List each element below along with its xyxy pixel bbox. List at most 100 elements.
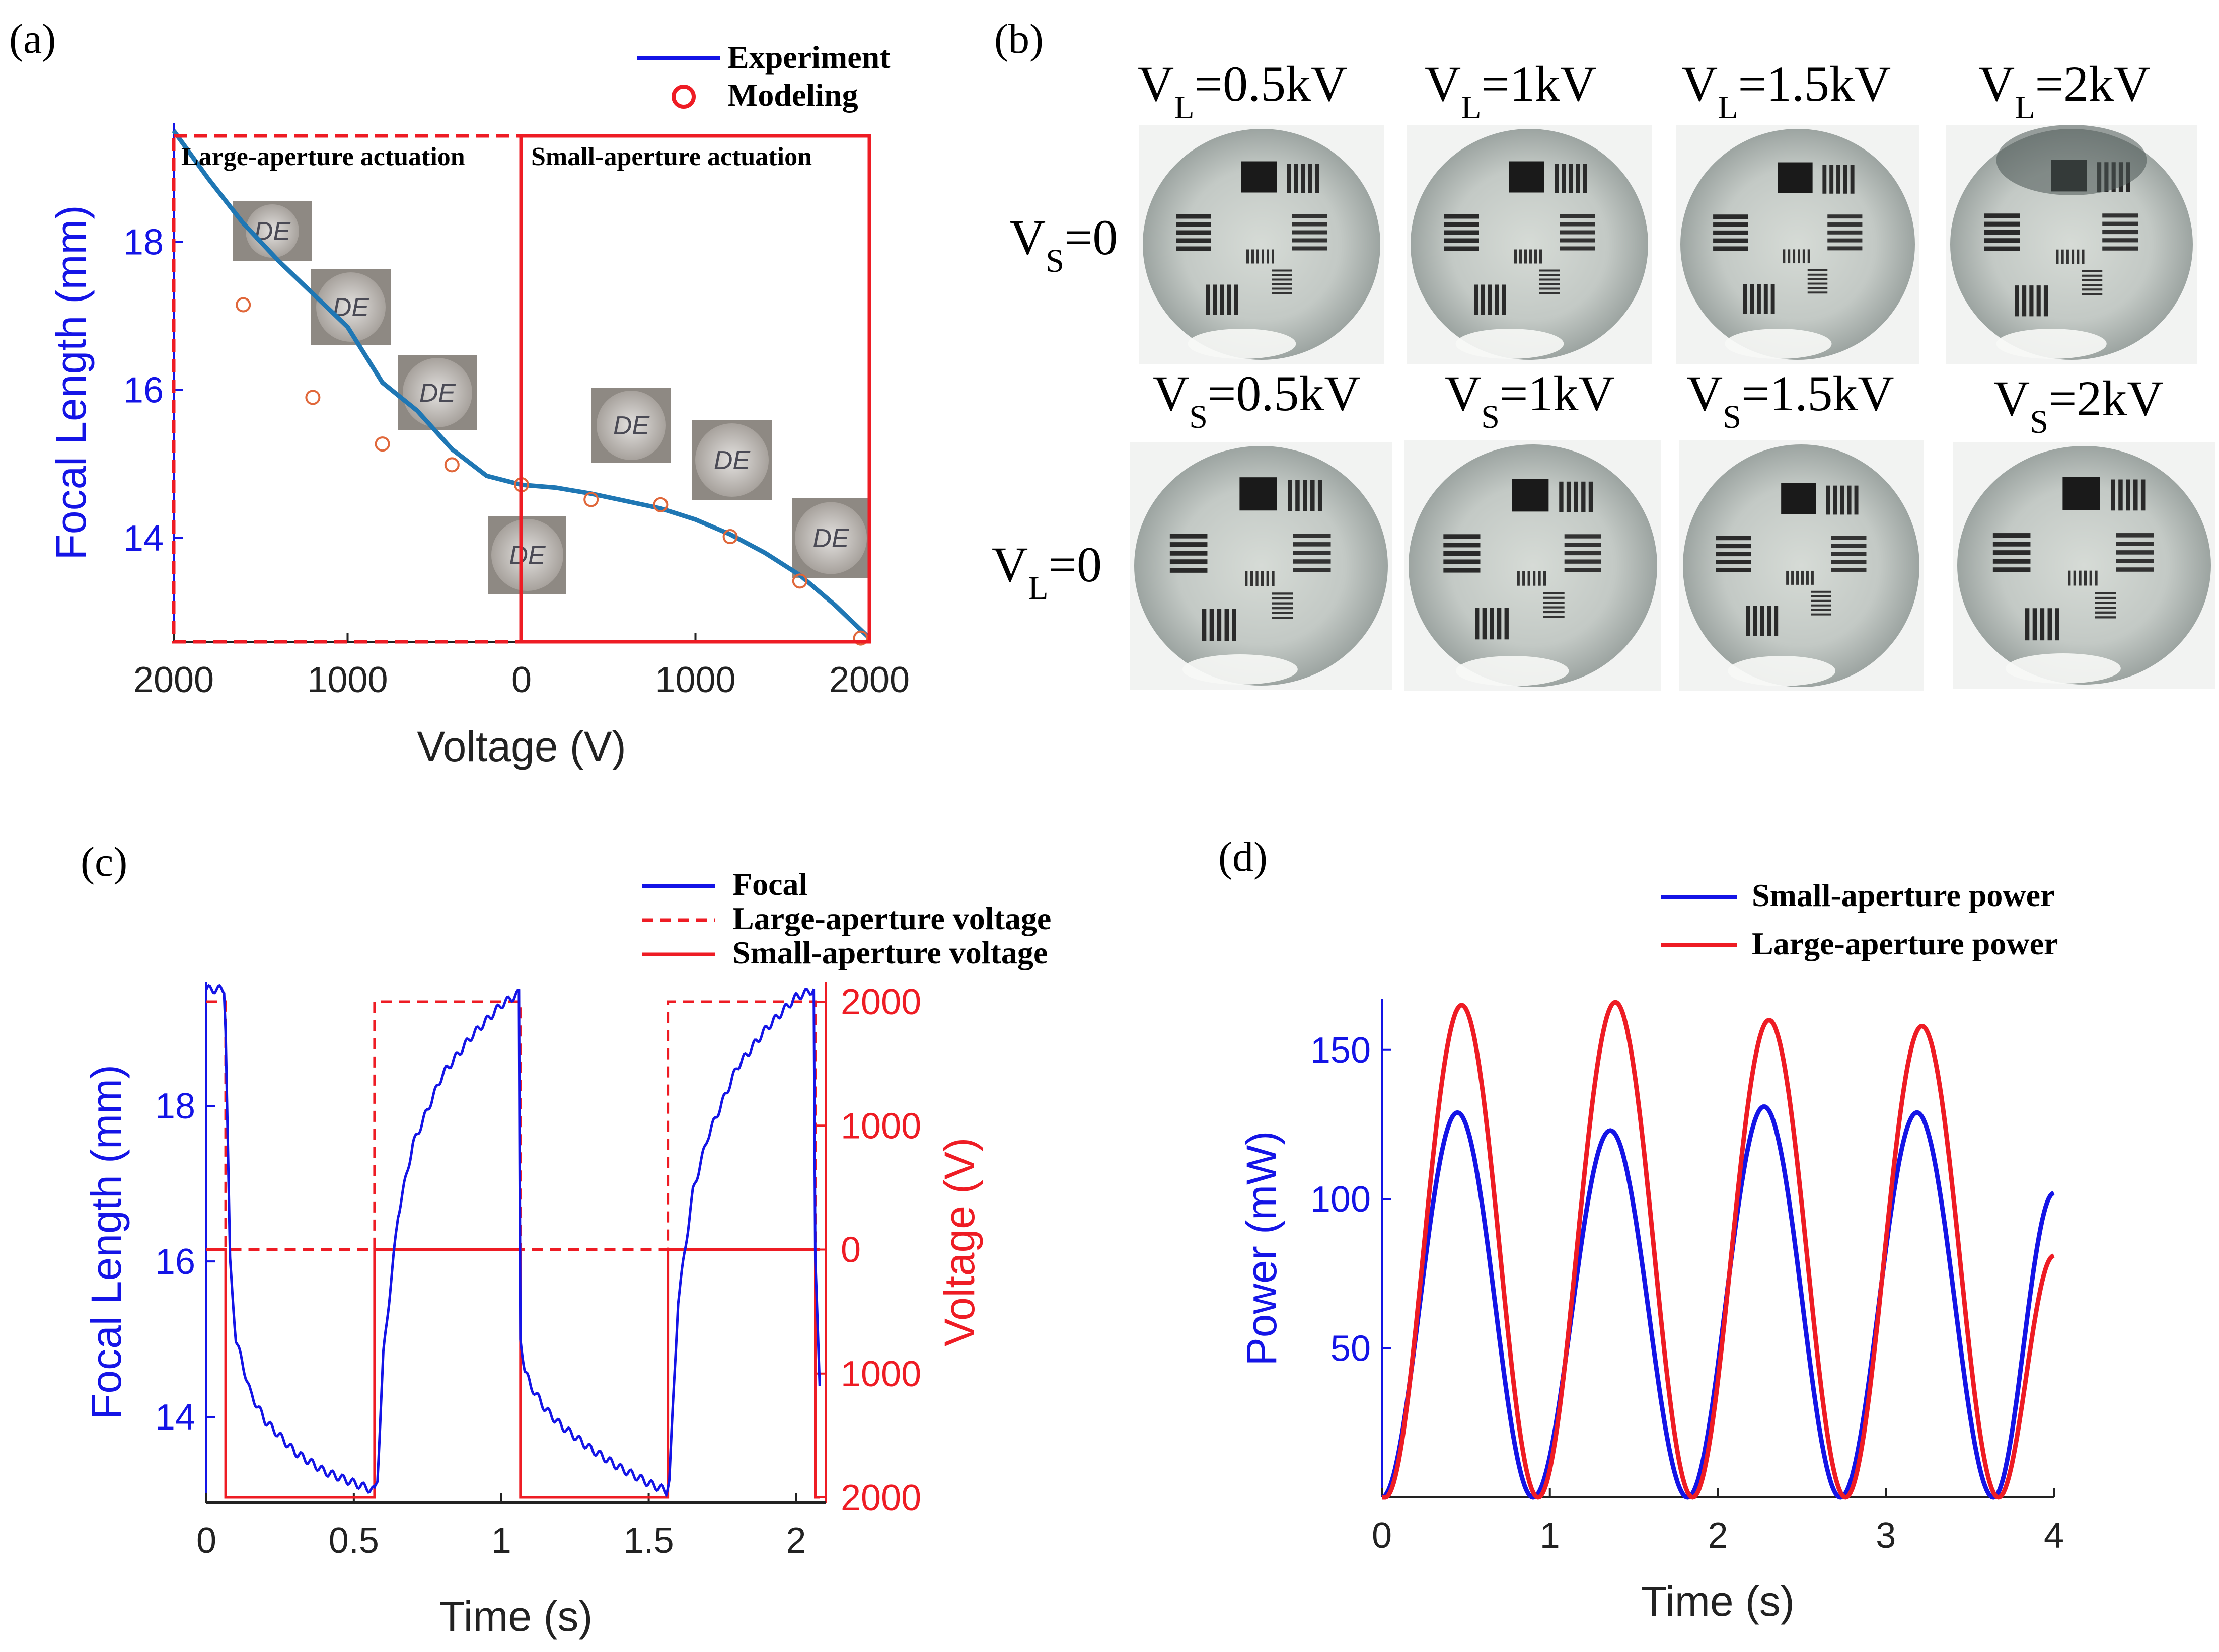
target-bar <box>1822 165 1827 194</box>
target-small-bar <box>1272 287 1292 290</box>
x-tick-label: 2000 <box>133 660 214 700</box>
target-small-bar <box>1514 249 1517 264</box>
target-bar <box>1713 238 1748 243</box>
target-small-bar <box>2079 570 2082 586</box>
target-bar <box>1288 480 1292 511</box>
col-title-vs-1.5kv: VS=1.5kV <box>1686 365 1894 435</box>
target-bar <box>2118 479 2123 511</box>
target-bar <box>1444 222 1479 227</box>
target-small-bar <box>2077 249 2080 264</box>
target-bar <box>1716 544 1751 549</box>
target-bar <box>1574 481 1578 512</box>
panel-b-label: (b) <box>994 16 1044 62</box>
legend-small-power: Small-aperture power <box>1752 877 2054 913</box>
lens-disk <box>1411 129 1648 360</box>
target-bar <box>1443 543 1481 548</box>
lens-disk <box>1957 446 2211 685</box>
target-bar <box>1581 481 1586 512</box>
target-bar <box>1757 284 1761 314</box>
target-small-bar <box>1272 597 1293 600</box>
target-bar <box>1234 284 1238 315</box>
lens-photo <box>1139 125 1384 364</box>
target-bar <box>1566 481 1571 512</box>
target-small-bar <box>1543 602 1565 604</box>
target-bar <box>1843 165 1847 194</box>
target-small-bar <box>1538 571 1541 586</box>
x-tick-label: 1.5 <box>624 1521 674 1561</box>
target-bar <box>1169 534 1208 539</box>
target-small-bar <box>2068 570 2071 586</box>
target-small-bar <box>1543 592 1565 594</box>
target-bar <box>1854 485 1859 515</box>
target-bar <box>1984 230 2020 235</box>
target-small-bar <box>2095 611 2116 614</box>
inset-photo: DE <box>488 516 566 594</box>
y-tick-label: 50 <box>1330 1329 1371 1369</box>
target-bar <box>1292 238 1327 243</box>
target-bar <box>1310 480 1315 511</box>
inset-photo: DE <box>311 269 391 345</box>
y2-tick-label: 2000 <box>841 1478 921 1518</box>
target-bar <box>1176 222 1211 227</box>
lens-disk <box>1409 444 1657 687</box>
target-bar <box>1564 543 1601 547</box>
lens-photo <box>1407 125 1652 364</box>
x-tick-label: 3 <box>1876 1516 1896 1556</box>
inset-disk <box>316 272 386 342</box>
y-tick-label: 16 <box>123 370 164 411</box>
inset-photo: DE <box>591 388 671 463</box>
target-small-bar <box>2082 284 2103 286</box>
target-small-bar <box>2095 616 2116 619</box>
col-title-vs-1kv: VS=1kV <box>1445 365 1615 435</box>
x-tick-label: 2000 <box>829 660 910 700</box>
lens-reflection <box>1728 656 1836 686</box>
lens-reflection <box>1996 329 2107 359</box>
target-bar <box>1488 284 1492 315</box>
lens-reflection <box>1455 329 1564 359</box>
lens-photo <box>1946 125 2197 364</box>
target-bar <box>1763 284 1768 314</box>
target-bar <box>2133 479 2138 511</box>
target-small-bar <box>2089 570 2092 586</box>
target-small-bar <box>1811 570 1814 585</box>
target-square <box>1781 483 1816 514</box>
target-small-bar <box>1807 278 1828 280</box>
target-bar <box>1295 480 1300 511</box>
target-small-bar <box>2095 570 2098 586</box>
target-small-bar <box>1272 612 1293 614</box>
target-bar <box>1176 214 1211 219</box>
target-bar <box>1564 551 1601 556</box>
col-title-vl-0.5kv: VL=0.5kV <box>1138 56 1347 126</box>
target-bar <box>1564 568 1601 572</box>
target-small-bar <box>1517 571 1520 586</box>
target-bar <box>1827 246 1863 251</box>
target-bar <box>1444 238 1479 243</box>
target-small-bar <box>1539 283 1560 285</box>
target-small-bar <box>1802 249 1805 264</box>
x-tick-label: 0 <box>511 660 532 700</box>
target-small-bar <box>2066 249 2069 264</box>
target-bar <box>1829 165 1834 194</box>
target-bar <box>1831 560 1867 564</box>
modeling-point <box>653 497 669 512</box>
target-bar <box>1504 608 1509 640</box>
target-small-bar <box>1539 274 1560 276</box>
target-bar <box>1555 164 1559 193</box>
target-bar <box>1831 567 1867 572</box>
target-bar <box>1560 222 1595 227</box>
target-bar <box>1713 222 1748 227</box>
y2-tick-label: 0 <box>841 1230 861 1270</box>
small-voltage-line <box>206 1248 820 1499</box>
large-voltage-line <box>206 1000 820 1251</box>
target-bar <box>1293 559 1331 564</box>
target-small-bar <box>1811 609 1831 611</box>
target-small-bar <box>1807 249 1810 264</box>
target-small-bar <box>2082 274 2103 277</box>
target-small-bar <box>1251 249 1254 264</box>
target-bar <box>1831 544 1867 548</box>
inset-photo: DE <box>692 420 772 500</box>
lens-reflection <box>2006 653 2121 684</box>
target-small-bar <box>2082 249 2085 264</box>
